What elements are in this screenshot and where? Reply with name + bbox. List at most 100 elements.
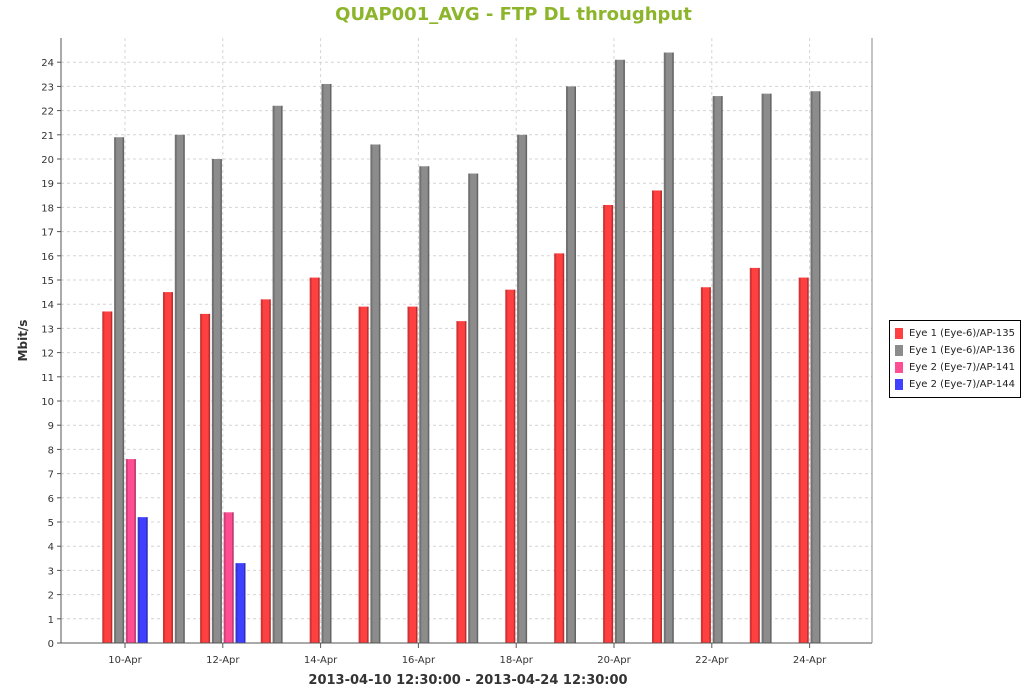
bar-shade-left — [749, 267, 752, 643]
bar — [235, 563, 246, 643]
bar-fill — [810, 91, 821, 644]
bar-shade-right — [721, 96, 723, 643]
bar-shade-left — [200, 313, 203, 643]
bar — [798, 277, 809, 643]
legend-label: Eye 1 (Eye-6)/AP-136 — [909, 345, 1015, 356]
y-tick-label: 8 — [48, 445, 54, 456]
x-tick-label: 12-Apr — [206, 655, 240, 666]
y-tick-label: 7 — [48, 470, 54, 481]
bar-shade-right — [220, 159, 222, 643]
legend-item: Eye 2 (Eye-7)/AP-141 — [895, 359, 1015, 376]
y-tick-label: 5 — [48, 518, 54, 529]
bar-shade-left — [566, 86, 568, 643]
bar-fill — [749, 267, 760, 643]
y-tick-label: 6 — [48, 494, 54, 505]
bar-shade-right — [525, 134, 528, 644]
bar-fill — [125, 459, 136, 643]
bar-shade-left — [223, 512, 226, 643]
bar — [309, 277, 320, 643]
bar-fill — [712, 96, 723, 643]
bar — [517, 134, 528, 644]
bar-fill — [614, 59, 625, 643]
bar-fill — [761, 93, 772, 643]
bar-shade-left — [505, 289, 508, 643]
y-tick-label: 10 — [41, 397, 54, 408]
bar-shade-left — [810, 91, 813, 644]
x-tick-label: 20-Apr — [597, 655, 631, 666]
bar-shade-left — [358, 306, 361, 643]
bar-fill — [700, 287, 711, 643]
bar-shade-left — [419, 166, 422, 643]
legend-label: Eye 2 (Eye-7)/AP-144 — [909, 379, 1015, 390]
bar — [125, 459, 136, 643]
legend-label: Eye 1 (Eye-6)/AP-135 — [909, 328, 1015, 339]
y-tick-label: 4 — [48, 542, 54, 553]
bar-fill — [114, 137, 125, 643]
x-tick-label: 10-Apr — [108, 655, 142, 666]
bar-shade-right — [611, 204, 614, 644]
bar-shade-left — [603, 204, 606, 644]
bars — [102, 52, 821, 644]
bar-shade-right — [427, 166, 430, 643]
y-tick-label: 12 — [41, 349, 54, 360]
bar — [102, 311, 113, 643]
bar-fill — [554, 253, 565, 643]
bar-shade-left — [468, 173, 471, 643]
bar-fill — [652, 190, 662, 643]
x-tick-label: 22-Apr — [695, 655, 729, 666]
y-axis-label: Mbit/s — [16, 320, 30, 362]
legend: Eye 1 (Eye-6)/AP-135 Eye 1 (Eye-6)/AP-136… — [889, 320, 1021, 398]
bar — [652, 190, 662, 643]
bar-shade-right — [574, 86, 576, 643]
y-tick-label: 3 — [48, 566, 54, 577]
bar-shade-right — [318, 277, 320, 643]
bar-shade-right — [819, 91, 821, 644]
bar — [407, 306, 418, 643]
bar-shade-right — [623, 59, 625, 643]
bar-shade-right — [562, 253, 565, 643]
bar-shade-left — [272, 105, 275, 643]
bar-shade-left — [235, 563, 238, 643]
bar — [137, 517, 148, 643]
y-tick-label: 18 — [41, 203, 54, 214]
legend-swatch — [895, 379, 903, 390]
bar-shade-left — [712, 96, 715, 643]
bar-fill — [407, 306, 418, 643]
y-tick-label: 22 — [41, 107, 54, 118]
bar-shade-left — [163, 292, 165, 643]
legend-label: Eye 2 (Eye-7)/AP-141 — [909, 362, 1015, 373]
x-tick-label: 24-Apr — [793, 655, 827, 666]
grid — [61, 38, 872, 644]
bar — [468, 173, 479, 643]
bar-fill — [272, 105, 283, 643]
y-tick-label: 24 — [41, 58, 54, 69]
bar — [370, 144, 381, 644]
x-axis-ticks: 10-Apr 12-Apr 14-Apr 16-Apr 18-Apr 20-Apr 22-A… — [108, 643, 827, 666]
bar-shade-left — [321, 83, 324, 644]
bar-shade-right — [758, 267, 760, 643]
legend-swatch — [895, 362, 903, 373]
bar-fill — [223, 512, 234, 643]
bar — [114, 137, 125, 643]
bar-shade-left — [761, 93, 764, 643]
bar-shade-right — [244, 563, 246, 643]
bar-shade-right — [709, 287, 711, 643]
bar-fill — [102, 311, 113, 643]
bar-shade-left — [456, 321, 459, 643]
bar — [554, 253, 565, 643]
bar — [223, 512, 234, 643]
bar-shade-right — [672, 52, 674, 643]
axes — [60, 38, 873, 644]
y-tick-label: 1 — [48, 615, 54, 626]
bar — [603, 204, 614, 644]
bar-shade-right — [208, 313, 211, 643]
bar-shade-left — [700, 287, 703, 643]
bar-shade-left — [102, 311, 105, 643]
y-tick-label: 11 — [41, 373, 54, 384]
bar-shade-right — [378, 144, 381, 644]
bar — [321, 83, 332, 644]
y-tick-label: 2 — [48, 591, 54, 602]
bar — [211, 159, 222, 643]
